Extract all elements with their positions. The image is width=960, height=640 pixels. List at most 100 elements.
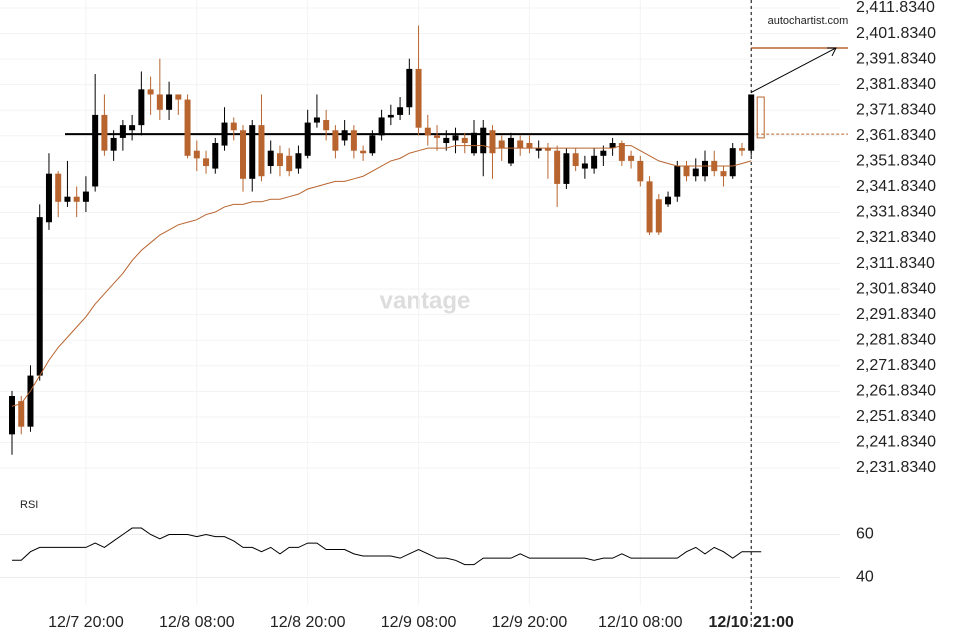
candle-body xyxy=(609,143,616,149)
y-tick-label: 2,301.8340 xyxy=(856,280,936,297)
candle-body xyxy=(702,160,708,177)
candle-body xyxy=(471,132,477,154)
y-tick-label: 2,351.8340 xyxy=(856,153,936,170)
candle-body xyxy=(240,130,246,179)
arrow-head xyxy=(827,47,837,57)
rsi-line xyxy=(12,527,762,566)
candle-body xyxy=(692,168,699,177)
candle-body xyxy=(415,68,422,128)
candle-body xyxy=(295,153,302,169)
candle-body xyxy=(424,127,431,136)
candle-body xyxy=(738,148,745,151)
candle-body xyxy=(64,196,71,202)
candle-body xyxy=(535,148,542,151)
brand: autochartist.com xyxy=(768,15,849,27)
candle-body xyxy=(73,196,80,202)
candle-body xyxy=(655,199,662,233)
y-tick-label: 2,281.8340 xyxy=(856,331,936,348)
candle-body xyxy=(175,94,182,100)
candle-body xyxy=(480,127,487,154)
candle-body xyxy=(184,99,191,156)
candle-body xyxy=(434,135,441,138)
candle-body xyxy=(267,150,274,167)
candle-body xyxy=(193,150,200,159)
candle-body xyxy=(203,158,210,167)
candle-body xyxy=(221,122,228,146)
candle-body xyxy=(110,137,117,151)
candle-body xyxy=(452,135,459,141)
candle-body xyxy=(517,140,524,149)
candle-body xyxy=(286,155,293,172)
candle-body xyxy=(646,181,653,233)
candle-body xyxy=(212,143,219,169)
x-tick-label: 12/9 08:00 xyxy=(381,614,457,631)
candle-body xyxy=(387,114,394,118)
candle-body xyxy=(129,125,136,131)
candle-body xyxy=(55,173,62,202)
y-tick-label: 2,341.8340 xyxy=(856,178,936,195)
candle-body xyxy=(406,68,413,108)
candle-body xyxy=(544,148,551,151)
candle-body xyxy=(665,196,672,205)
x-tick-label: 12/8 08:00 xyxy=(159,614,235,631)
candle-body xyxy=(397,107,404,115)
candle-body xyxy=(572,153,579,167)
y-tick-label: 2,361.8340 xyxy=(856,127,936,144)
candle-body xyxy=(304,122,311,156)
candle-body xyxy=(230,122,237,131)
y-tick-label: 40 xyxy=(856,569,874,586)
candle-body xyxy=(600,150,607,156)
forecast-arrow xyxy=(750,47,837,93)
y-tick-label: 2,381.8340 xyxy=(856,76,936,93)
candle-body xyxy=(27,375,34,427)
y-tick-label: 2,391.8340 xyxy=(856,50,936,67)
candle-body xyxy=(369,135,376,154)
candle-body xyxy=(581,163,588,169)
candle-body xyxy=(729,148,736,177)
candle-body xyxy=(147,89,154,95)
y-tick-label: 2,291.8340 xyxy=(856,306,936,323)
candle-body xyxy=(92,114,99,187)
candle-body xyxy=(628,155,635,161)
x-tick-label: 12/10 21:00 xyxy=(708,614,794,631)
candle-body xyxy=(166,94,173,110)
y-tick-label: 2,371.8340 xyxy=(856,101,936,118)
candle-body xyxy=(258,125,265,177)
x-tick-label: 12/10 08:00 xyxy=(598,614,683,631)
ma-line xyxy=(11,145,752,407)
y-tick-label: 2,321.8340 xyxy=(856,229,936,246)
candle-body xyxy=(313,117,320,123)
candle-body xyxy=(674,166,681,197)
candle-body xyxy=(9,396,15,435)
candle-body xyxy=(637,160,644,182)
candle-body xyxy=(498,140,505,149)
x-tick-label: 12/9 20:00 xyxy=(492,614,568,631)
forecast-box xyxy=(756,96,765,139)
candle-body xyxy=(443,137,450,144)
x-tick-label: 12/8 20:00 xyxy=(270,614,346,631)
y-tick-label: 2,401.8340 xyxy=(856,25,936,42)
y-tick-label: 2,231.8340 xyxy=(856,459,936,476)
candle-body xyxy=(461,137,468,144)
candle-body xyxy=(378,117,385,136)
y-tick-label: 2,241.8340 xyxy=(856,434,936,451)
y-tick-label: 2,411.8340 xyxy=(856,0,935,16)
candle-body xyxy=(350,130,357,151)
x-tick-label: 12/7 20:00 xyxy=(48,614,124,631)
candle-body xyxy=(683,166,690,177)
y-tick-label: 2,251.8340 xyxy=(856,408,936,425)
candle-body xyxy=(249,125,256,179)
candle-body xyxy=(138,89,145,126)
candle-body xyxy=(360,150,367,154)
candle-body xyxy=(526,143,533,149)
candle-body xyxy=(45,173,52,223)
y-tick-label: 2,311.8340 xyxy=(856,255,935,272)
y-tick-label: 2,331.8340 xyxy=(856,204,936,221)
candle-body xyxy=(563,153,570,184)
y-tick-label: 2,271.8340 xyxy=(856,357,936,374)
candle-body xyxy=(618,143,625,161)
candle-body xyxy=(82,191,89,202)
candle-body xyxy=(341,130,348,141)
rsi-title: RSI xyxy=(20,499,38,511)
